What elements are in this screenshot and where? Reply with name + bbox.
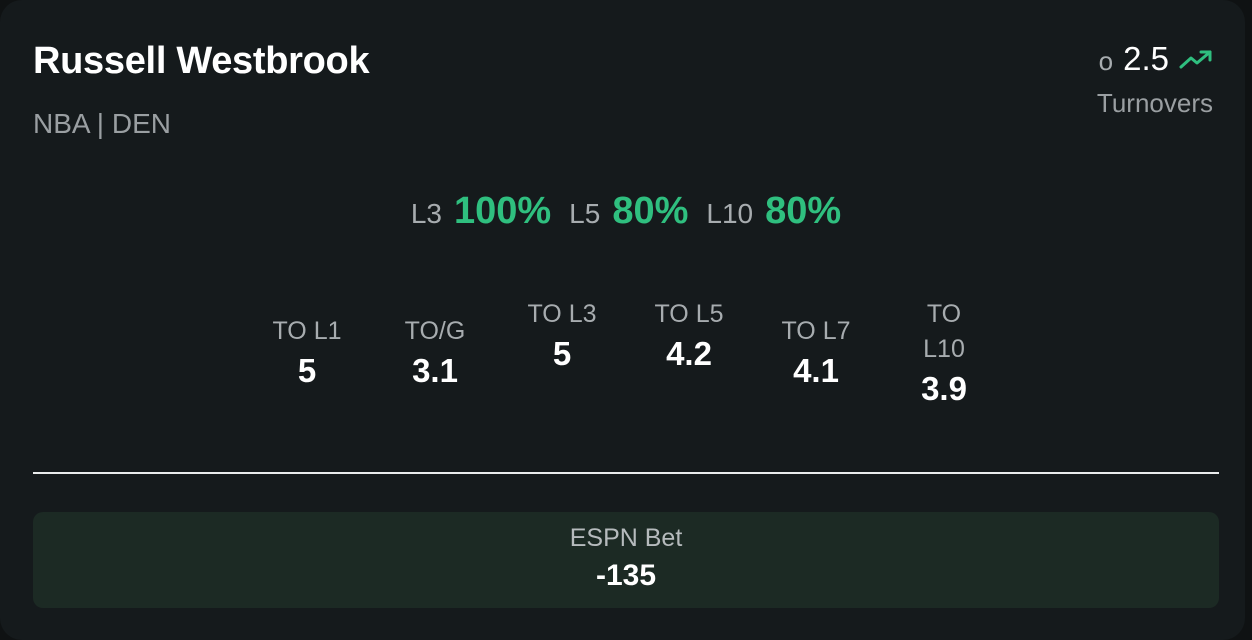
stat-label: TO/G <box>404 317 466 345</box>
divider <box>33 472 1219 474</box>
stat-to-l1: TO L1 5 <box>247 314 367 393</box>
stat-to-l10: TO L10 3.9 <box>909 297 979 411</box>
hit-rate-l10: L10 80% <box>706 190 841 233</box>
trending-up-icon <box>1179 50 1212 69</box>
hit-rate-l5: L5 80% <box>569 190 688 233</box>
hit-rate-value: 80% <box>765 190 842 232</box>
sportsbook-odds-button[interactable]: ESPN Bet -135 <box>33 512 1219 608</box>
line-value: 2.5 <box>1123 40 1169 77</box>
hit-rate-label: L10 <box>706 198 754 229</box>
stat-value: 4.2 <box>666 335 712 372</box>
stat-to-l3: TO L3 5 <box>527 297 597 376</box>
stat-row: TO L1 5 TO/G 3.1 TO L3 5 TO L5 4.2 TO L7… <box>0 300 1252 430</box>
stat-to-l7: TO L7 4.1 <box>756 314 876 393</box>
player-name: Russell Westbrook <box>33 40 370 82</box>
hit-rates: L3 100% L5 80% L10 80% <box>0 190 1252 233</box>
hit-rate-label: L5 <box>569 198 601 229</box>
hit-rate-label: L3 <box>410 198 442 229</box>
stat-label: TO L3 <box>527 300 597 328</box>
stat-value: 5 <box>297 352 317 389</box>
stat-value: 3.1 <box>412 352 458 389</box>
league-team-label: NBA | DEN <box>33 108 171 139</box>
stat-value: 3.9 <box>921 370 967 407</box>
sportsbook-name: ESPN Bet <box>569 524 683 552</box>
odds-value: -135 <box>595 559 657 592</box>
stat-to-per-game: TO/G 3.1 <box>375 314 495 393</box>
hit-rate-value: 100% <box>453 190 552 232</box>
stat-value: 4.1 <box>793 352 839 389</box>
stat-label: TO L10 <box>923 300 965 363</box>
stat-label: TO L7 <box>781 317 851 345</box>
hit-rate-value: 80% <box>612 190 689 232</box>
prop-line: o 2.5 Turnovers <box>1013 40 1213 119</box>
stat-label: TO L1 <box>272 317 342 345</box>
stat-to-l5: TO L5 4.2 <box>654 297 724 376</box>
stat-value: 5 <box>552 335 572 372</box>
over-under-indicator: o <box>1098 46 1114 76</box>
stat-label: TO L5 <box>654 300 724 328</box>
hit-rate-l3: L3 100% <box>411 190 551 233</box>
market-label: Turnovers <box>1096 88 1213 118</box>
